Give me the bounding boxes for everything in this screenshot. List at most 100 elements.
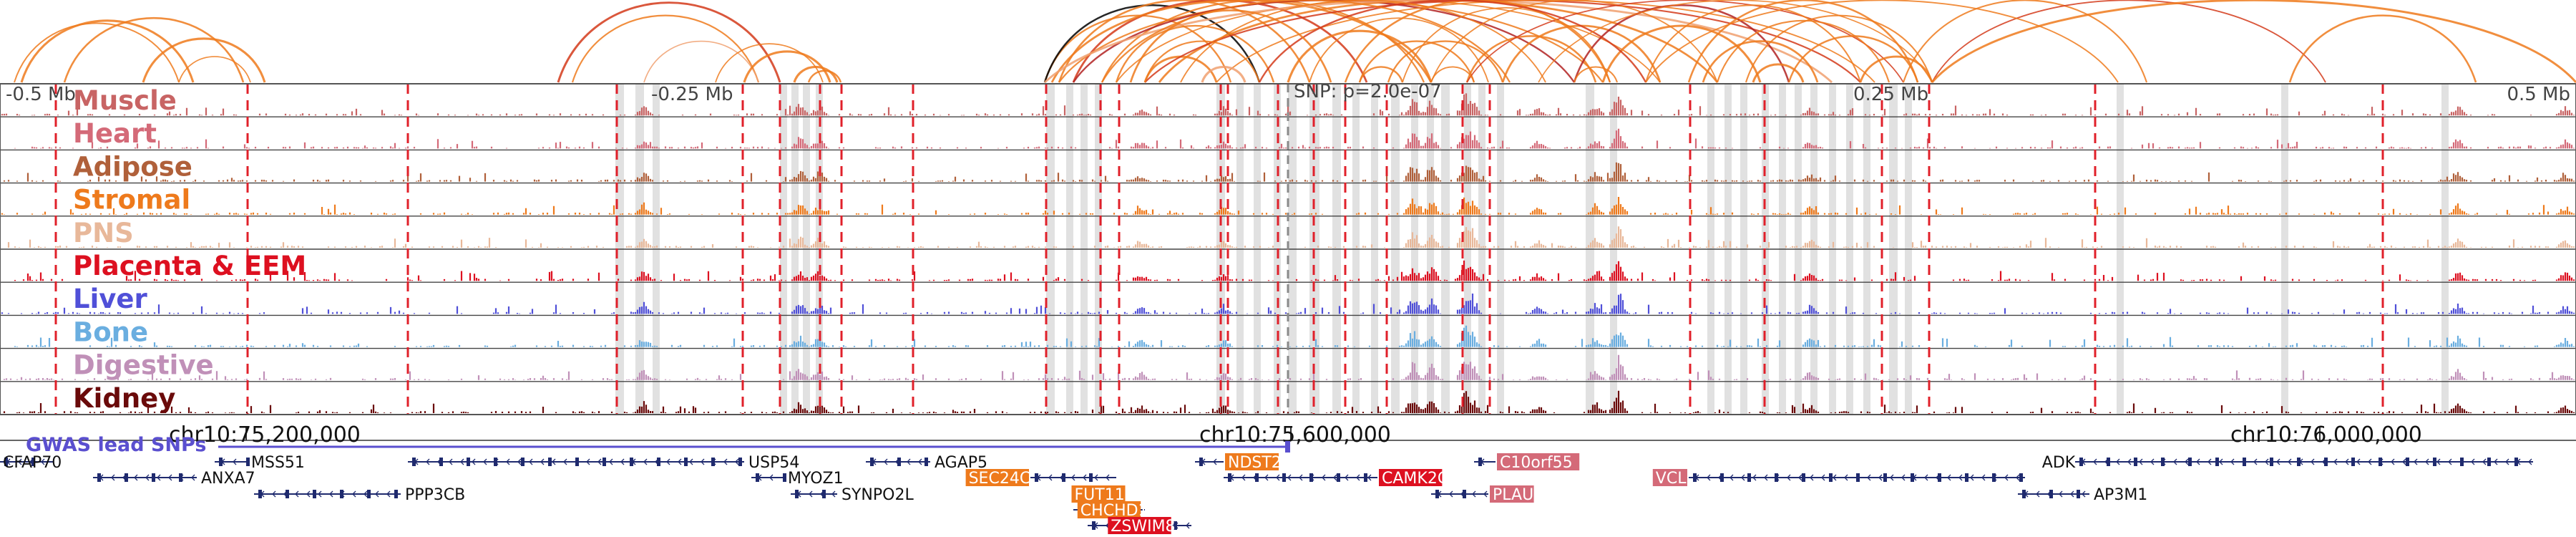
strand-arrow (1186, 522, 1190, 529)
strand-arrow (2265, 458, 2269, 465)
exon (1829, 473, 1833, 482)
gene-usp54: USP54 (408, 454, 799, 472)
exon (2270, 458, 2273, 466)
exon (2297, 458, 2301, 466)
strand-arrow (1322, 474, 1326, 481)
scale-label-midleft: -0.25 Mb (651, 84, 733, 105)
exon (897, 458, 901, 466)
strand-arrow (1764, 474, 1768, 481)
strand-arrow (723, 458, 728, 465)
loop-arc (1216, 0, 1875, 83)
loop-arc (20, 19, 195, 83)
strand-arrow (701, 458, 705, 465)
track-label-digestive: Digestive (73, 350, 214, 381)
exon (31, 458, 35, 466)
strand-arrow (2059, 490, 2063, 498)
gene-label: MYOZ1 (788, 470, 844, 488)
exon (2161, 458, 2165, 466)
strand-arrow (1844, 474, 1848, 481)
gene-chchd1: CHCHD1 (1073, 501, 1148, 520)
genome-coord-label-2: chr10:75,600,000 (1199, 422, 1391, 448)
strand-arrow (2219, 458, 2223, 465)
strand-arrow (1901, 474, 1906, 481)
strand-arrow (2494, 458, 2498, 465)
gene-highlight-box (1071, 485, 1126, 503)
strand-arrow (2127, 458, 2132, 465)
track-label-kidney: Kidney (73, 383, 175, 414)
strand-arrow (449, 458, 453, 465)
gene-label: VCL (1656, 470, 1687, 488)
gene-label: NDST2 (1228, 454, 1282, 472)
strand-arrow (1071, 474, 1075, 481)
loop-arc (1043, 14, 1232, 83)
exon (924, 458, 928, 466)
strand-arrow (506, 458, 510, 465)
strand-arrow (517, 458, 522, 465)
exon (1911, 473, 1914, 482)
strand-arrow (272, 490, 276, 498)
strand-arrow (1106, 474, 1110, 481)
exon (870, 458, 874, 466)
strand-arrow (2253, 458, 2258, 465)
track-panel-frame (0, 83, 2576, 415)
loop-arc (2288, 14, 2477, 83)
strand-arrow (2093, 458, 2097, 465)
strand-arrow (1083, 474, 1087, 481)
strand-arrow (2004, 474, 2009, 481)
loop-arc (1101, 0, 1511, 83)
signal-placenta-eem (0, 260, 2575, 281)
strand-arrow (1299, 474, 1303, 481)
exon (2215, 458, 2219, 466)
gene-highlight-box (1652, 469, 1687, 486)
strand-arrow (586, 458, 590, 465)
exon (439, 458, 443, 466)
strand-arrow (1356, 474, 1360, 481)
strand-arrow (233, 458, 237, 465)
strand-arrow (1367, 474, 1372, 481)
loop-arc (1387, 40, 1504, 83)
strand-arrow (1264, 474, 1269, 481)
exon (246, 458, 250, 466)
exon (2351, 458, 2355, 466)
strand-arrow (111, 474, 115, 481)
gene-highlight-box (1108, 517, 1171, 534)
exon (1092, 521, 1096, 530)
strand-arrow (1878, 474, 1883, 481)
strand-arrow (1821, 474, 1825, 481)
strand-arrow (2288, 458, 2292, 465)
track-label-stromal: Stromal (73, 185, 190, 216)
strand-arrow (2425, 458, 2429, 465)
exon (2324, 458, 2328, 466)
exon (1693, 473, 1697, 482)
strand-arrow (2528, 458, 2532, 465)
strand-arrow (168, 474, 172, 481)
strand-arrow (2185, 458, 2189, 465)
chromatin-loop-arcs (14, 0, 2576, 84)
exon (575, 458, 579, 466)
loop-arc (1115, 24, 1275, 83)
track-label-muscle: Muscle (73, 85, 177, 116)
strand-arrow (620, 458, 625, 465)
exon (1062, 473, 1065, 482)
strand-arrow (2391, 458, 2395, 465)
strand-arrow (1833, 474, 1837, 481)
exon (521, 458, 525, 466)
strand-arrow (1958, 474, 1963, 481)
exon (1337, 473, 1340, 482)
loop-arc (1752, 63, 1805, 83)
strand-arrow (1241, 474, 1246, 481)
gene-label: USP54 (748, 454, 799, 472)
strand-arrow (1483, 490, 1488, 498)
strand-arrow (1213, 458, 1217, 465)
exon (1035, 473, 1038, 482)
gene-highlight-box (1379, 469, 1443, 486)
strand-arrow (375, 490, 379, 498)
strand-arrow (157, 474, 161, 481)
exon (2079, 458, 2083, 466)
exon (258, 490, 262, 498)
strand-arrow (2207, 458, 2212, 465)
exon (783, 473, 786, 482)
loop-arc (1043, 4, 1261, 83)
strand-arrow (2036, 490, 2040, 498)
gene-label: MSS51 (251, 454, 305, 472)
